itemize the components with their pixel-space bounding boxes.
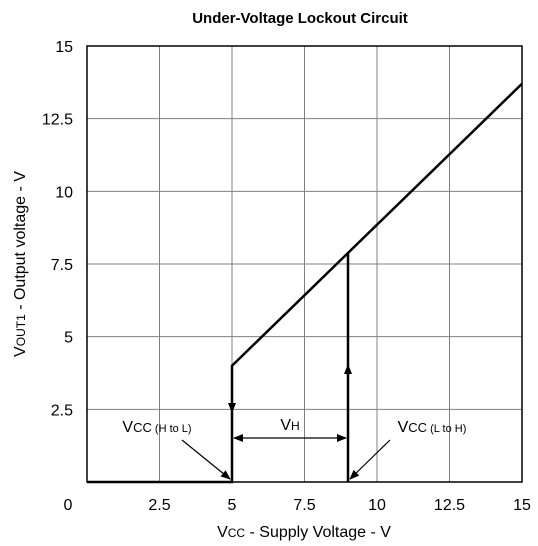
label-main: V bbox=[217, 524, 228, 541]
annotation-note: (L to H) bbox=[427, 423, 466, 435]
y-tick-label: 5 bbox=[64, 330, 73, 347]
y-tick-label: 2.5 bbox=[51, 402, 73, 419]
x-tick-label: 10 bbox=[368, 497, 386, 514]
x-tick-label: 7.5 bbox=[293, 497, 315, 514]
x-axis-label: VCC - Supply Voltage - V bbox=[217, 524, 391, 541]
label-main: V bbox=[12, 346, 29, 357]
label-sub: OUT1 bbox=[14, 314, 28, 346]
y-tick-label: 12.5 bbox=[42, 112, 73, 129]
y-tick-label: 10 bbox=[55, 184, 73, 201]
annotation: VCC (H to L) bbox=[122, 419, 191, 436]
annotation: VH bbox=[280, 417, 299, 434]
x-tick-label: 0 bbox=[64, 497, 73, 514]
annotation-main: V bbox=[280, 417, 291, 434]
annotation-sub: H bbox=[291, 419, 300, 433]
annotation-main: V bbox=[122, 419, 133, 436]
y-tick-label: 7.5 bbox=[51, 257, 73, 274]
annotation-arrow bbox=[181, 439, 231, 480]
annotation-arrow bbox=[349, 439, 391, 480]
annotation-sub: CC bbox=[133, 420, 152, 435]
grid bbox=[86, 45, 523, 483]
annotation: VCC (L to H) bbox=[398, 419, 467, 436]
x-tick-label: 5 bbox=[228, 497, 237, 514]
x-tick-label: 2.5 bbox=[148, 497, 170, 514]
y-axis-label: VOUT1 - Output voltage - V bbox=[12, 171, 29, 357]
label-rest: - Supply Voltage - V bbox=[245, 524, 391, 541]
x-tick-label: 15 bbox=[513, 497, 531, 514]
x-tick-label: 12.5 bbox=[434, 497, 465, 514]
chart-title: Under-Voltage Lockout Circuit bbox=[192, 10, 408, 27]
plot-frame bbox=[86, 45, 523, 483]
tick-labels: 0 2.5 5 7.5 10 12.5 15 2.5 5 7.5 10 12.5 15 bbox=[42, 39, 531, 514]
y-tick-label: 15 bbox=[55, 39, 73, 56]
label-sub: CC bbox=[228, 526, 246, 540]
annotation-note: (H to L) bbox=[152, 423, 192, 435]
annotation-main: V bbox=[398, 419, 409, 436]
label-rest: - Output voltage - V bbox=[12, 171, 29, 315]
annotation-sub: CC bbox=[408, 420, 427, 435]
